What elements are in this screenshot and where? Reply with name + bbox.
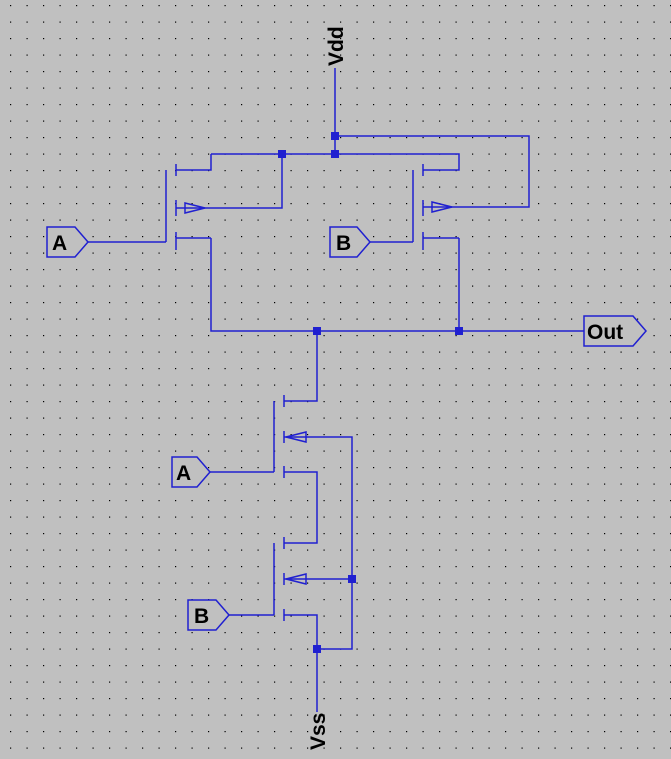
output-label: Out xyxy=(587,321,623,344)
input-port-a-nmos[interactable]: A xyxy=(171,456,211,488)
junction-dot xyxy=(278,150,286,158)
vss-net[interactable] xyxy=(284,436,353,712)
junction-dot xyxy=(331,132,339,140)
port-label-b: B xyxy=(336,232,351,255)
junction-dot xyxy=(348,575,356,583)
pmos-transistor-b[interactable] xyxy=(370,164,460,250)
vdd-label: Vdd xyxy=(325,26,348,66)
pmos-transistor-a[interactable] xyxy=(88,154,212,250)
series-node-net[interactable] xyxy=(284,471,318,544)
nmos-transistor-a[interactable] xyxy=(210,395,307,478)
port-label-a: A xyxy=(52,232,67,255)
input-port-b-nmos[interactable]: B xyxy=(187,599,230,631)
junction-dot xyxy=(455,327,463,335)
nmos-transistor-b[interactable] xyxy=(229,537,307,621)
input-port-a-pmos[interactable]: A xyxy=(46,226,89,258)
junction-dot xyxy=(313,645,321,653)
junction-dot xyxy=(313,327,321,335)
junction-dot xyxy=(331,150,339,158)
vss-label: Vss xyxy=(307,713,330,750)
port-label-a: A xyxy=(176,462,191,485)
port-label-b: B xyxy=(194,605,209,628)
output-port[interactable]: Out xyxy=(583,315,647,347)
input-port-b-pmos[interactable]: B xyxy=(329,226,371,258)
